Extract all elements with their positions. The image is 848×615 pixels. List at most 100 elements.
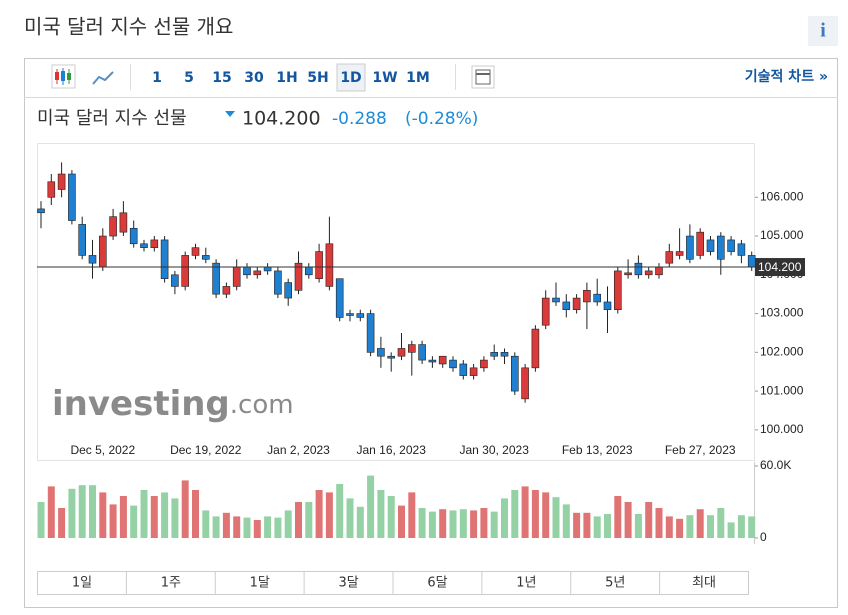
- volume-bar: [428, 511, 436, 538]
- volume-bar: [99, 492, 107, 538]
- candle-body: [232, 266, 241, 287]
- volume-bar: [89, 485, 96, 538]
- volume-bar: [470, 510, 478, 538]
- interval-button[interactable]: 5: [184, 70, 194, 86]
- candle-body: [274, 270, 282, 295]
- panel: [24, 58, 838, 608]
- info-button[interactable]: [808, 16, 838, 46]
- quote-change-pct: (-0.28%): [405, 109, 478, 129]
- candle-body: [562, 301, 571, 310]
- volume-bar: [521, 486, 529, 538]
- volume-bar: [398, 505, 405, 538]
- volume-bar: [325, 492, 333, 538]
- volume-bar: [47, 486, 55, 538]
- candle-body: [706, 239, 715, 252]
- volume-bar: [253, 520, 261, 538]
- candle-body: [634, 262, 643, 276]
- range-button[interactable]: 최대: [692, 576, 716, 591]
- volume-bar: [315, 490, 323, 538]
- volume-bar: [161, 492, 169, 538]
- candle-body: [212, 262, 220, 295]
- volume-bar: [748, 516, 756, 538]
- candle-body: [480, 359, 488, 369]
- line-icon[interactable]: [92, 71, 114, 85]
- volume-bar: [367, 475, 375, 538]
- range-button[interactable]: 3달: [338, 576, 358, 591]
- candle-body: [150, 239, 159, 248]
- candle-body: [716, 235, 725, 260]
- volume-bar: [449, 510, 457, 538]
- candle-body: [624, 272, 632, 276]
- candle-body: [366, 313, 375, 353]
- candle-body: [428, 359, 437, 363]
- candle-body: [129, 227, 138, 245]
- candle-body: [294, 262, 303, 291]
- y-tick-label: 105.000: [760, 228, 804, 242]
- candle-body: [335, 278, 344, 318]
- x-tick-label: Jan 16, 2023: [356, 443, 426, 457]
- candle-body: [593, 293, 602, 303]
- candle-body: [325, 243, 334, 287]
- candle-body: [675, 251, 684, 256]
- candle-icon[interactable]: [51, 64, 76, 89]
- candle-body: [263, 266, 272, 272]
- interval-button[interactable]: 1W: [372, 70, 397, 86]
- candle-body: [377, 348, 385, 357]
- candle-body: [397, 348, 406, 357]
- candle-body: [510, 355, 519, 392]
- candle-body: [490, 352, 499, 357]
- volume-bar: [717, 508, 725, 538]
- volume-bar: [501, 498, 508, 538]
- volume-bar: [439, 509, 447, 538]
- candle-body: [459, 363, 468, 376]
- range-button[interactable]: 5년: [605, 576, 625, 591]
- y-tick-label: 100.000: [760, 422, 804, 436]
- candle-body: [171, 274, 179, 287]
- volume-bar: [593, 516, 601, 538]
- volume-bar: [222, 512, 230, 538]
- technical-link[interactable]: 기술적 차트 »: [745, 68, 828, 85]
- volume-bar: [119, 496, 127, 538]
- interval-button[interactable]: 1M: [406, 70, 430, 86]
- range-button[interactable]: 1주: [161, 576, 181, 591]
- volume-bar: [171, 498, 179, 538]
- table-icon[interactable]: [471, 65, 495, 89]
- interval-button[interactable]: 1H: [276, 70, 297, 86]
- candle-body: [469, 367, 478, 376]
- volume-bar: [727, 522, 735, 538]
- quote-price: 104.200: [242, 108, 321, 130]
- volume-bar: [480, 508, 488, 538]
- interval-selected: [336, 63, 366, 92]
- interval-button[interactable]: 30: [244, 70, 264, 86]
- x-tick-label: Feb 13, 2023: [562, 443, 633, 457]
- volume-bar: [624, 502, 632, 538]
- candle-body: [418, 344, 426, 361]
- volume-bar: [459, 509, 467, 538]
- interval-button[interactable]: 1: [152, 70, 162, 86]
- volume-bar: [140, 490, 148, 538]
- last-price-label: 104.200: [758, 260, 802, 274]
- volume-bar: [387, 496, 395, 538]
- candle-body: [665, 251, 674, 264]
- candle-body: [47, 181, 56, 198]
- candle-body: [140, 243, 148, 248]
- volume-bar: [68, 488, 76, 538]
- range-button[interactable]: 1달: [250, 576, 270, 591]
- volume-bar: [78, 485, 86, 538]
- dropdown-arrow[interactable]: [225, 111, 235, 117]
- interval-button[interactable]: 1D: [340, 70, 361, 86]
- candle-body: [613, 270, 622, 310]
- candle-body: [449, 359, 457, 369]
- candle-body: [57, 173, 66, 190]
- range-button[interactable]: 6달: [427, 576, 447, 591]
- candle-body: [284, 282, 293, 299]
- interval-button[interactable]: 15: [212, 70, 231, 86]
- interval-button[interactable]: 5H: [307, 70, 328, 86]
- volume-bar: [243, 517, 251, 538]
- volume-bar: [511, 490, 519, 538]
- range-button[interactable]: 1년: [516, 576, 536, 591]
- range-button[interactable]: 1일: [72, 576, 92, 591]
- candle-body: [644, 270, 653, 276]
- candle-body: [747, 255, 756, 268]
- candle-body: [387, 355, 396, 359]
